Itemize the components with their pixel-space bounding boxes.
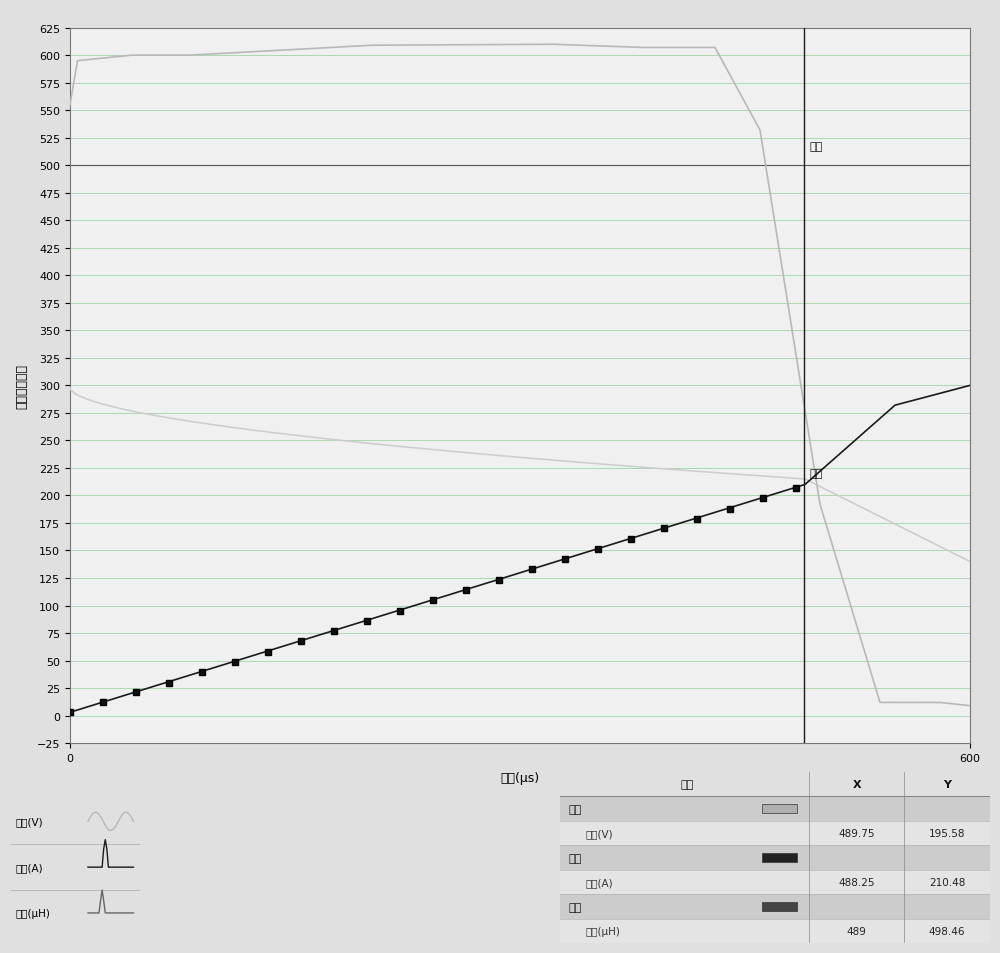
Text: 电感: 电感: [810, 142, 823, 152]
Text: 电感(μH): 电感(μH): [586, 926, 621, 936]
Bar: [560, 919, 990, 943]
Text: 电压(V): 电压(V): [15, 817, 43, 826]
Bar: [560, 797, 990, 821]
Bar: [762, 902, 796, 911]
Text: 电流(A): 电流(A): [586, 877, 613, 887]
Text: 489.75: 489.75: [838, 828, 875, 839]
Bar: [560, 821, 990, 845]
Text: Y: Y: [943, 780, 951, 789]
X-axis label: 时间(μs): 时间(μs): [500, 771, 540, 784]
Text: 电感(μH): 电感(μH): [15, 908, 50, 918]
Bar: [560, 895, 990, 919]
Text: 489: 489: [847, 926, 867, 936]
Text: 210.48: 210.48: [929, 877, 965, 887]
Text: X: X: [852, 780, 861, 789]
Text: 电流(A): 电流(A): [15, 862, 43, 872]
Text: 电压: 电压: [569, 803, 582, 814]
Y-axis label: 电压电流电感: 电压电流电感: [15, 363, 28, 409]
Text: 电流: 电流: [810, 468, 823, 478]
Text: 195.58: 195.58: [929, 828, 965, 839]
Bar: [560, 870, 990, 895]
Text: 488.25: 488.25: [838, 877, 875, 887]
Text: 游标: 游标: [680, 780, 693, 789]
Text: 498.46: 498.46: [929, 926, 965, 936]
Text: 电流: 电流: [569, 853, 582, 862]
Bar: [762, 854, 796, 862]
Bar: [762, 804, 796, 813]
Bar: [560, 845, 990, 870]
Text: 电压(V): 电压(V): [586, 828, 613, 839]
Text: 电感: 电感: [569, 902, 582, 912]
